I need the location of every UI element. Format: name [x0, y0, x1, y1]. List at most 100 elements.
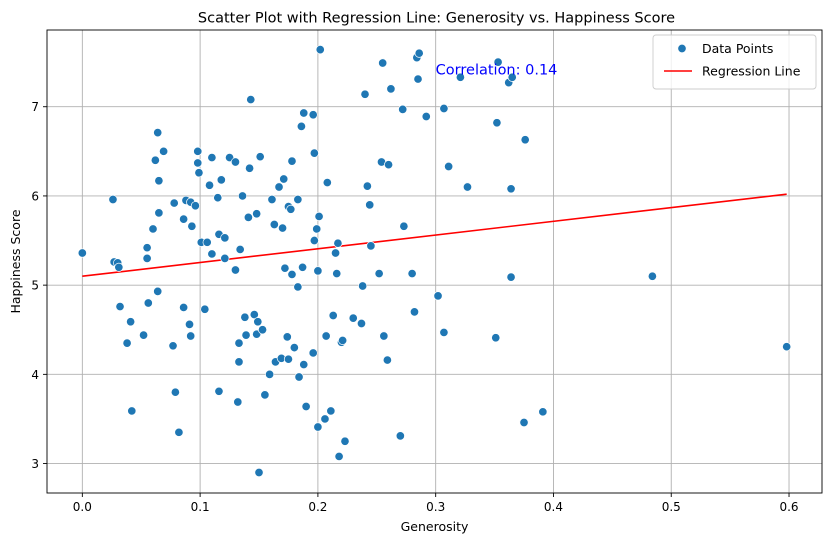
x-tick-label: 0.0	[73, 500, 92, 514]
data-point	[365, 200, 375, 210]
data-point	[538, 407, 548, 417]
data-point	[193, 158, 203, 168]
data-point	[507, 72, 517, 82]
data-point	[286, 204, 296, 214]
data-point	[322, 177, 332, 188]
grid-lines	[47, 30, 822, 493]
data-point	[326, 406, 336, 416]
data-point	[179, 214, 189, 224]
data-point	[154, 208, 164, 218]
data-point	[122, 338, 132, 348]
data-point	[169, 198, 179, 208]
legend-marker-data-points	[677, 43, 687, 54]
data-point	[126, 317, 136, 327]
data-point	[255, 152, 265, 162]
data-point	[280, 263, 290, 273]
data-point	[254, 467, 264, 478]
data-point	[407, 268, 417, 279]
data-point	[362, 181, 372, 191]
data-point	[395, 431, 405, 441]
data-point	[202, 237, 212, 247]
data-point	[127, 406, 137, 416]
data-point	[298, 262, 308, 272]
data-point	[243, 212, 253, 222]
data-point	[492, 118, 502, 128]
data-point	[108, 194, 118, 205]
data-point	[252, 209, 262, 219]
data-point	[142, 243, 152, 253]
data-point	[294, 372, 304, 382]
data-point	[439, 327, 449, 337]
legend-box	[652, 34, 817, 90]
data-point	[293, 194, 303, 205]
data-point	[207, 249, 217, 259]
data-point	[379, 331, 389, 341]
data-point	[114, 262, 124, 272]
y-axis-ticks: 3 4 5 6 7	[31, 100, 47, 471]
data-point	[333, 238, 343, 248]
data-point	[506, 272, 516, 282]
data-point	[455, 72, 465, 82]
x-tick-label: 0.3	[426, 500, 445, 514]
data-point	[200, 304, 210, 314]
data-point	[253, 317, 263, 327]
data-point	[332, 268, 342, 279]
data-point	[283, 354, 294, 364]
data-point	[115, 302, 125, 312]
data-point	[299, 108, 309, 118]
data-point	[190, 201, 200, 211]
data-point	[320, 414, 330, 424]
data-point	[230, 265, 240, 275]
data-point	[315, 45, 325, 55]
data-point	[186, 331, 196, 341]
data-point	[139, 330, 149, 340]
data-point	[77, 248, 87, 258]
y-tick-label: 6	[31, 189, 39, 203]
x-tick-label: 0.1	[191, 500, 210, 514]
data-points-layer	[77, 45, 792, 478]
data-point	[360, 89, 370, 99]
y-tick-label: 3	[31, 457, 39, 471]
data-point	[334, 451, 344, 461]
data-point	[230, 157, 240, 167]
chart-title: Scatter Plot with Regression Line: Gener…	[198, 11, 675, 27]
data-point	[444, 161, 454, 172]
data-point	[207, 153, 217, 163]
data-point	[237, 191, 248, 201]
data-point	[193, 146, 203, 156]
y-tick-label: 4	[31, 368, 39, 382]
data-point	[150, 155, 160, 165]
data-point	[220, 253, 230, 263]
correlation-annotation: Correlation: 0.14	[436, 62, 558, 78]
data-point	[265, 369, 275, 379]
x-tick-label: 0.4	[544, 500, 563, 514]
data-point	[153, 286, 163, 296]
data-point	[216, 175, 226, 185]
data-point	[413, 74, 423, 84]
data-point	[378, 58, 388, 68]
data-point	[782, 342, 792, 352]
data-point	[491, 333, 501, 343]
data-point	[278, 223, 288, 233]
data-point	[462, 182, 473, 192]
data-point	[414, 48, 424, 58]
data-point	[143, 298, 153, 308]
data-point	[308, 348, 318, 358]
legend: Data Points Regression Line	[652, 34, 817, 90]
data-point	[293, 282, 303, 292]
data-point	[233, 397, 243, 407]
data-point	[296, 121, 306, 131]
data-point	[386, 84, 396, 94]
data-point	[153, 128, 163, 138]
data-point	[269, 219, 279, 230]
data-point	[409, 307, 420, 317]
data-point	[348, 313, 358, 323]
data-point	[148, 224, 158, 234]
data-point	[154, 176, 164, 186]
data-point	[187, 221, 197, 231]
data-point	[313, 266, 323, 276]
data-point	[194, 168, 204, 178]
data-point	[241, 330, 251, 340]
data-point	[382, 355, 392, 365]
data-point	[234, 338, 244, 348]
